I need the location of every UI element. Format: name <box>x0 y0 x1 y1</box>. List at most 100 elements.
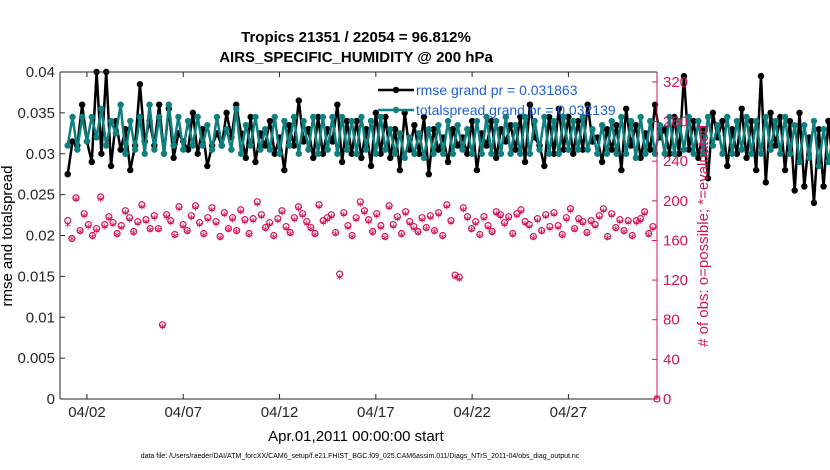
obs-evaluated-point: * <box>172 231 179 246</box>
totalspread-point <box>632 154 640 162</box>
totalspread-point <box>69 113 76 121</box>
totalspread-point <box>358 113 365 121</box>
obs-evaluated-point: * <box>328 213 335 228</box>
obs-possible-point <box>125 214 134 222</box>
obs-evaluated-point: * <box>402 210 409 225</box>
rmse-point <box>64 170 71 178</box>
obs-possible-point <box>216 232 224 241</box>
rmse-point <box>252 158 259 166</box>
rmse-point <box>391 126 399 133</box>
obs-possible-point <box>579 218 587 226</box>
obs-evaluated-point: * <box>571 226 578 241</box>
obs-possible-point <box>200 229 208 238</box>
obs-possible-point <box>278 207 286 215</box>
obs-evaluated-point: * <box>242 218 249 233</box>
totalspread-point <box>728 150 736 157</box>
obs-possible-point <box>336 270 344 278</box>
y-tick-label-right-6: 240 <box>663 153 688 170</box>
obs-evaluated-point: * <box>633 219 640 234</box>
totalspread-point <box>555 150 562 157</box>
obs-possible-point <box>113 229 121 238</box>
rmse-point <box>517 113 524 121</box>
obs-evaluated-point: * <box>221 211 228 226</box>
y-tick-label-right-4: 160 <box>663 232 688 249</box>
obs-evaluated-point: * <box>143 218 150 233</box>
totalspread-point <box>98 105 105 112</box>
obs-evaluated-point: * <box>283 225 290 240</box>
totalspread-point <box>391 150 399 157</box>
y-axis-label-left: rmse and totalspread <box>0 166 16 307</box>
rmse-point <box>632 121 640 129</box>
obs-evaluated-point: * <box>621 228 628 243</box>
obs-evaluated-point: * <box>135 220 142 235</box>
totalspread-point <box>141 150 148 157</box>
rmse-point <box>387 154 394 162</box>
obs-evaluated-point: * <box>526 223 533 238</box>
obs-possible-point <box>566 205 575 213</box>
obs-evaluated-point: * <box>617 218 624 233</box>
obs-evaluated-point: * <box>192 204 199 219</box>
obs-possible-point <box>109 219 117 227</box>
obs-possible-point <box>418 214 426 222</box>
obs-possible-point <box>212 218 220 226</box>
rmse-point <box>796 109 803 117</box>
obs-possible-point <box>294 203 303 211</box>
obs-possible-point <box>257 211 265 219</box>
totalspread-point <box>208 146 216 153</box>
obs-layer: ****************************************… <box>64 193 661 408</box>
obs-evaluated-point: * <box>398 230 405 245</box>
totalspread-point <box>815 162 822 170</box>
chart-title-line1: Tropics 21351 / 22054 = 96.812% <box>241 29 471 46</box>
totalspread-point <box>363 146 370 153</box>
rmse-point <box>738 105 745 112</box>
obs-possible-point <box>422 223 430 232</box>
obs-possible-point <box>179 221 187 229</box>
totalspread-point <box>574 146 582 153</box>
obs-evaluated-point: * <box>345 224 352 239</box>
totalspread-point <box>704 113 712 121</box>
rmse-point <box>266 117 274 125</box>
totalspread-point <box>772 117 779 125</box>
obs-possible-point <box>406 218 414 226</box>
totalspread-point <box>492 117 500 125</box>
obs-evaluated-point: * <box>110 221 117 236</box>
obs-possible-point <box>509 229 517 238</box>
rmse-point <box>791 187 798 194</box>
obs-evaluated-point: * <box>147 226 154 241</box>
obs-evaluated-point: * <box>258 213 265 228</box>
obs-evaluated-point: * <box>85 223 92 238</box>
obs-possible-point <box>84 221 92 229</box>
y-tick-label-right-8: 320 <box>663 74 688 91</box>
obs-evaluated-point: * <box>460 206 467 221</box>
rmse-point <box>295 97 302 104</box>
obs-possible-point <box>311 229 319 238</box>
totalspread-point <box>252 113 259 121</box>
rmse-point <box>223 109 230 117</box>
obs-possible-point <box>315 201 323 209</box>
obs-possible-point <box>167 217 175 225</box>
rmse-point <box>603 126 611 133</box>
obs-possible-point <box>426 212 434 220</box>
totalspread-point <box>78 113 86 121</box>
totalspread-point <box>112 130 120 137</box>
totalspread-point <box>372 150 380 157</box>
totalspread-point <box>281 117 288 125</box>
obs-evaluated-point: * <box>196 221 203 236</box>
rmse-point <box>170 154 177 162</box>
rmse-point <box>772 142 779 149</box>
rmse-point <box>719 117 726 125</box>
obs-evaluated-point: * <box>559 231 566 246</box>
obs-possible-point <box>542 211 550 219</box>
rmse-point <box>685 146 692 153</box>
obs-evaluated-point: * <box>266 221 273 236</box>
legend-spread-marker <box>392 106 400 114</box>
rmse-point <box>767 109 774 117</box>
obs-possible-point <box>117 221 125 230</box>
obs-possible-point <box>649 222 657 231</box>
rmse-point <box>454 142 461 149</box>
obs-evaluated-point: * <box>444 203 451 218</box>
obs-possible-point <box>364 216 373 224</box>
totalspread-point <box>666 113 673 121</box>
obs-evaluated-point: * <box>341 211 348 226</box>
obs-evaluated-point: * <box>538 228 545 243</box>
